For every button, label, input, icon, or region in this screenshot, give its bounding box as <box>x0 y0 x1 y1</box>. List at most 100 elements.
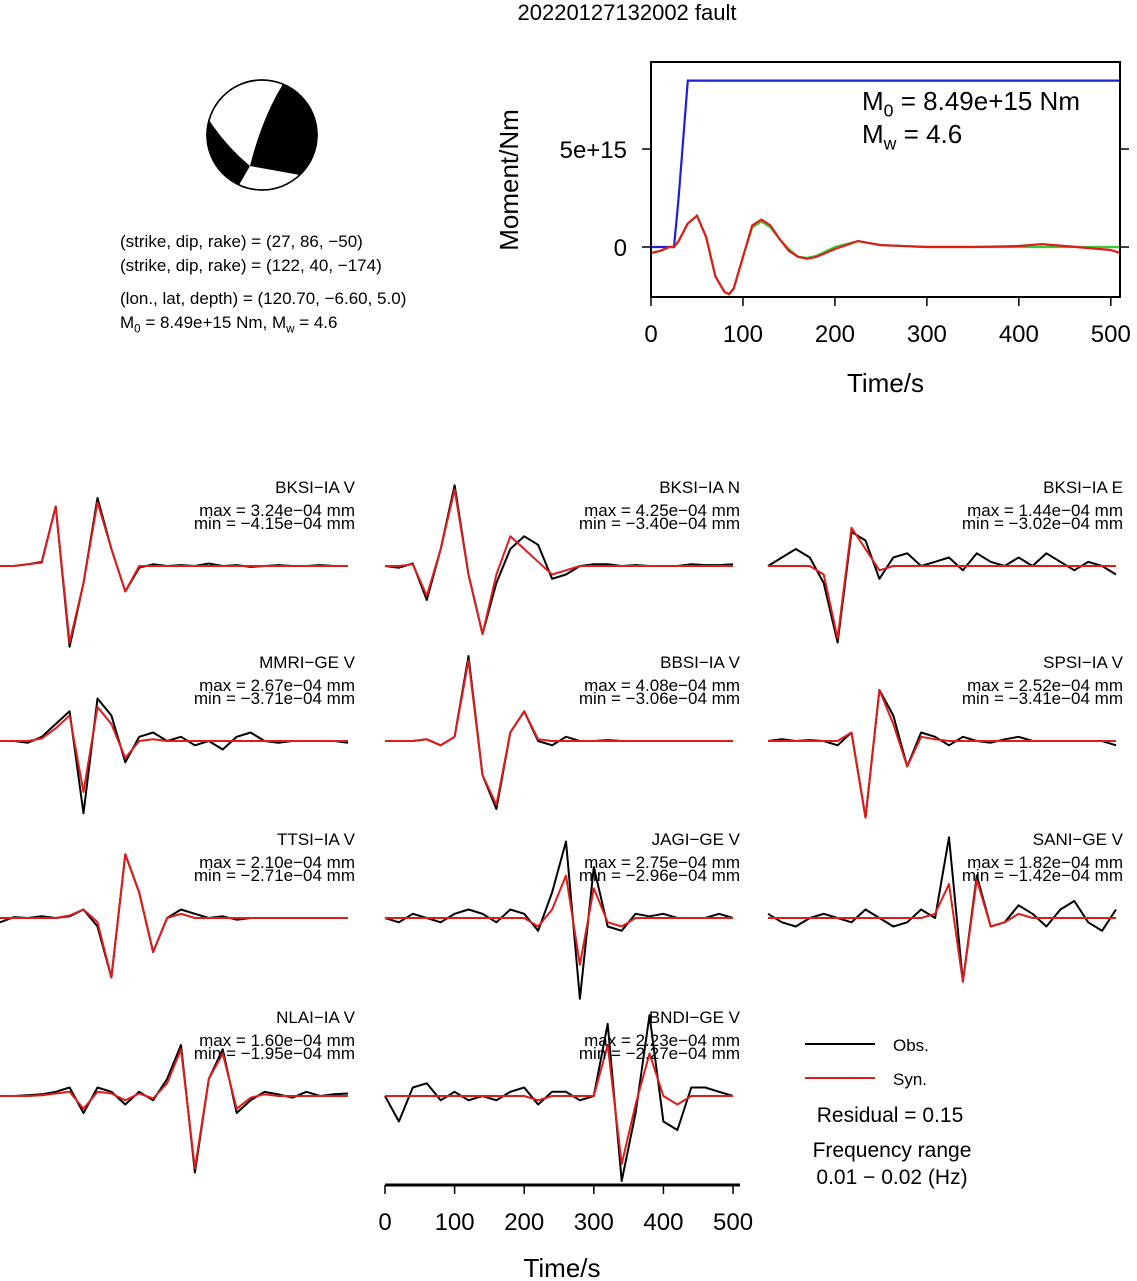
figure-title: 20220127132002 fault <box>518 0 737 25</box>
max-label: max = 1.82e−04 mm <box>967 853 1123 872</box>
compression-lobe <box>206 120 250 185</box>
max-label: max = 2.67e−04 mm <box>199 676 355 695</box>
subscript: 0 <box>134 323 140 335</box>
subscript: w <box>285 323 295 335</box>
text-part: M <box>120 313 134 332</box>
mechanism-text: (strike, dip, rake) = (122, 40, −174) <box>120 256 382 275</box>
plot-frame <box>650 61 1121 298</box>
max-label: max = 1.44e−04 mm <box>967 501 1123 520</box>
obs-trace <box>0 697 349 815</box>
obs-trace <box>767 836 1117 983</box>
legend-label: Syn. <box>893 1070 927 1089</box>
subscript: w <box>883 134 897 154</box>
station-name: BKSI−IA N <box>659 478 740 497</box>
syn-trace <box>768 689 1116 819</box>
x-tick-label: 500 <box>713 1209 753 1236</box>
obs-trace <box>384 1014 734 1182</box>
text-part: (lon., lat, depth) = (120.70, −6.60, 5.0… <box>120 289 406 308</box>
min-label: min = −1.42e−04 mm <box>962 866 1123 885</box>
min-label: min = −3.02e−04 mm <box>962 514 1123 533</box>
beachball-outline <box>206 79 318 191</box>
max-label: max = 3.24e−04 mm <box>199 501 355 520</box>
obs-trace <box>0 1044 349 1174</box>
syn-trace <box>385 488 733 635</box>
station-name: NLAI−IA V <box>276 1008 356 1027</box>
min-label: min = −4.15e−04 mm <box>194 514 355 533</box>
min-label: min = −3.71e−04 mm <box>194 689 355 708</box>
min-label: min = −2.96e−04 mm <box>579 866 740 885</box>
syn-trace <box>385 659 733 806</box>
min-label: min = −2.71e−04 mm <box>194 866 355 885</box>
station-name: SANI−GE V <box>1033 830 1124 849</box>
station-name: MMRI−GE V <box>259 653 356 672</box>
station-name: TTSI−IA V <box>277 830 356 849</box>
mechanism-text: (strike, dip, rake) = (27, 86, −50) <box>120 232 363 251</box>
moment-curve <box>650 213 1121 296</box>
syn-trace <box>0 706 348 793</box>
obs-trace <box>767 689 1117 819</box>
station-name: JAGI−GE V <box>652 830 741 849</box>
y-tick-label: 0 <box>614 235 627 262</box>
text-part: M <box>862 119 884 149</box>
x-tick-label: 0 <box>644 321 657 348</box>
min-label: min = −1.95e−04 mm <box>194 1044 355 1063</box>
text-part: (strike, dip, rake) = (122, 40, −174) <box>120 256 382 275</box>
x-tick-label: 300 <box>574 1209 614 1236</box>
x-tick-label: 400 <box>999 321 1039 348</box>
text-part: (strike, dip, rake) = (27, 86, −50) <box>120 232 363 251</box>
mechanism-text: (lon., lat, depth) = (120.70, −6.60, 5.0… <box>120 289 406 308</box>
text-part: M <box>862 86 884 116</box>
text-part: = 8.49e+15 Nm, M <box>141 313 287 332</box>
max-label: max = 4.25e−04 mm <box>584 501 740 520</box>
station-name: SPSI−IA V <box>1043 653 1124 672</box>
syn-trace <box>768 526 1116 640</box>
frequency-range: 0.01 − 0.02 (Hz) <box>816 1166 967 1189</box>
syn-trace <box>768 878 1116 983</box>
x-tick-label: 100 <box>723 321 763 348</box>
min-label: min = −3.41e−04 mm <box>962 689 1123 708</box>
x-axis-label: Time/s <box>523 1253 600 1281</box>
syn-trace <box>0 501 348 644</box>
max-label: max = 1.60e−04 mm <box>199 1031 355 1050</box>
min-label: min = −3.06e−04 mm <box>579 689 740 708</box>
beachball <box>206 79 318 191</box>
x-tick-label: 200 <box>815 321 855 348</box>
legend-label: Obs. <box>893 1036 929 1055</box>
moment-annotation: M0 = 8.49e+15 Nm <box>862 86 1080 121</box>
syn-trace <box>0 853 348 979</box>
residual: Residual = 0.15 <box>817 1104 964 1127</box>
text-part: = 4.6 <box>896 119 962 149</box>
obs-trace <box>767 531 1117 644</box>
syn-trace <box>385 1044 733 1165</box>
station-name: BNDI−GE V <box>649 1008 741 1027</box>
max-label: max = 2.23e−04 mm <box>584 1031 740 1050</box>
subscript: 0 <box>884 101 894 121</box>
max-label: max = 2.52e−04 mm <box>967 676 1123 695</box>
moment-annotation: Mw = 4.6 <box>862 119 962 154</box>
min-label: min = −2.27e−04 mm <box>579 1044 740 1063</box>
moment-curve <box>650 213 1120 296</box>
y-axis-label: Moment/Nm <box>494 109 524 251</box>
max-label: max = 2.75e−04 mm <box>584 853 740 872</box>
syn-trace <box>385 874 733 966</box>
station-name: BKSI−IA E <box>1043 478 1123 497</box>
min-label: min = −3.40e−04 mm <box>579 514 740 533</box>
x-axis-label: Time/s <box>847 368 924 398</box>
text-part: = 8.49e+15 Nm <box>894 86 1080 116</box>
x-tick-label: 0 <box>378 1209 391 1236</box>
y-tick-label: 5e+15 <box>560 137 627 164</box>
x-tick-label: 100 <box>435 1209 475 1236</box>
station-name: BKSI−IA V <box>275 478 356 497</box>
syn-trace <box>0 1048 348 1170</box>
x-tick-label: 200 <box>504 1209 544 1236</box>
frequency-range: Frequency range <box>813 1139 972 1162</box>
max-label: max = 2.10e−04 mm <box>199 853 355 872</box>
max-label: max = 4.08e−04 mm <box>584 676 740 695</box>
mechanism-text: M0 = 8.49e+15 Nm, Mw = 4.6 <box>120 313 337 335</box>
station-name: BBSI−IA V <box>660 653 741 672</box>
moment-curve <box>651 79 1120 249</box>
compression-lobe <box>250 84 318 175</box>
x-tick-label: 500 <box>1091 321 1131 348</box>
x-tick-label: 300 <box>907 321 947 348</box>
